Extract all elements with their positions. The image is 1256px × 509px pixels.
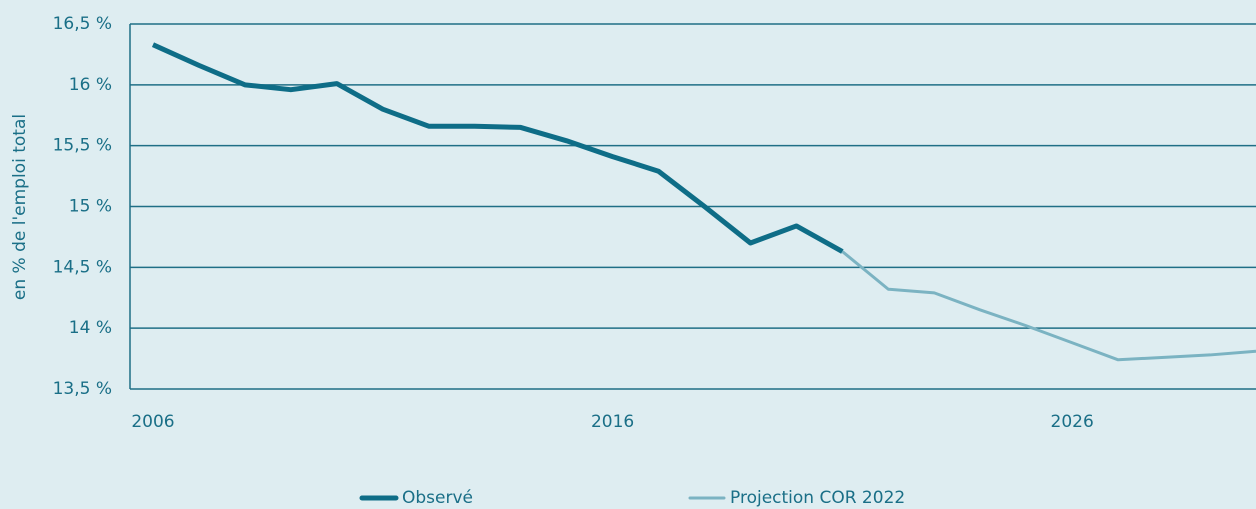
y-axis-label: en % de l'emploi total	[10, 114, 30, 300]
y-tick-label: 13,5 %	[53, 379, 112, 399]
y-tick-label: 14 %	[69, 318, 112, 338]
y-tick-label: 16 %	[69, 75, 112, 95]
series-line	[841, 250, 1256, 362]
series-line	[151, 42, 844, 254]
x-tick-label: 2016	[591, 412, 634, 432]
y-tick-label: 15,5 %	[53, 136, 112, 156]
legend-label: Projection COR 2022	[730, 488, 905, 508]
x-tick-label: 2006	[131, 412, 174, 432]
x-tick-label: 2026	[1051, 412, 1094, 432]
y-tick-label: 14,5 %	[53, 257, 112, 277]
legend-label: Observé	[402, 488, 473, 508]
y-tick-label: 15 %	[69, 197, 112, 217]
y-tick-label: 16,5 %	[53, 14, 112, 34]
